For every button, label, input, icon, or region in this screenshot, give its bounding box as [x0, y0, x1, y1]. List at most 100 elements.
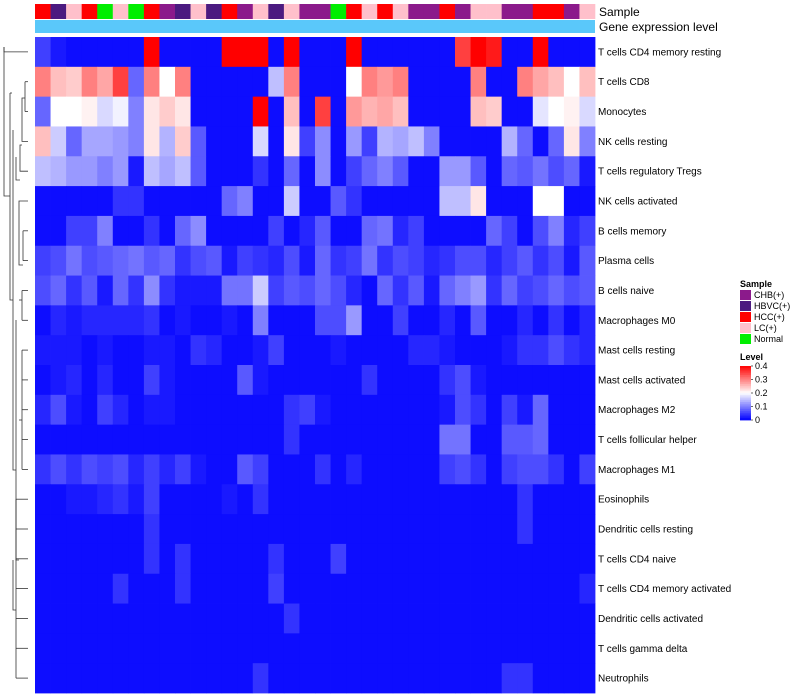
heatmap-cell	[190, 186, 207, 217]
heatmap-cell	[143, 96, 160, 127]
heatmap-cell	[143, 454, 160, 485]
heatmap-cell	[579, 454, 596, 485]
level-legend-gradient-step	[740, 416, 751, 419]
heatmap-cell	[175, 424, 191, 455]
heatmap-cell	[175, 305, 191, 336]
heatmap-cell	[423, 603, 440, 634]
heatmap-cell	[66, 186, 83, 217]
heatmap-cell	[66, 66, 83, 98]
heatmap-cell	[206, 394, 223, 426]
heatmap-cell	[315, 96, 331, 127]
heatmap-cell	[377, 215, 394, 247]
heatmap-cell	[50, 514, 67, 545]
heatmap-cell	[112, 424, 129, 455]
heatmap-cell	[517, 394, 534, 426]
heatmap-cell	[532, 335, 549, 366]
heatmap-cell	[532, 394, 549, 426]
heatmap-cell	[470, 633, 487, 664]
heatmap-cell	[97, 424, 114, 455]
heatmap-cell	[128, 156, 145, 187]
sample-annotation-cell	[268, 4, 285, 19]
heatmap-cell	[143, 305, 160, 336]
heatmap-cell	[175, 394, 191, 426]
heatmap-cell	[439, 305, 456, 336]
heatmap-cell	[408, 335, 425, 366]
heatmap-cell	[35, 603, 51, 634]
heatmap-cell	[143, 543, 160, 575]
heatmap-cell	[252, 484, 269, 515]
heatmap-cell	[470, 335, 487, 366]
heatmap-cell	[221, 424, 238, 455]
heatmap-cell	[283, 365, 300, 396]
heatmap-cell	[315, 454, 331, 485]
heatmap-cell	[408, 245, 425, 276]
heatmap-cell	[159, 66, 176, 98]
heatmap-cell	[330, 454, 347, 485]
level-legend-gradient-step	[740, 409, 751, 412]
sample-annotation-cell	[128, 4, 145, 19]
heatmap-cell	[517, 633, 534, 664]
level-legend-gradient-step	[740, 380, 751, 383]
heatmap-cell	[392, 156, 409, 187]
heatmap-cell	[563, 454, 580, 485]
heatmap-cell	[455, 335, 471, 366]
heatmap-cell	[35, 335, 51, 366]
heatmap-cell	[112, 186, 129, 217]
heatmap-cell	[532, 514, 549, 545]
heatmap-cell	[579, 365, 596, 396]
heatmap-cell	[81, 543, 98, 575]
sample-annotation-cell	[283, 4, 300, 19]
heatmap-cell	[439, 543, 456, 575]
heatmap-cell	[330, 66, 347, 98]
heatmap-cell	[455, 663, 471, 694]
heatmap-cell	[237, 186, 254, 217]
heatmap-cell	[361, 543, 378, 575]
heatmap-cell	[159, 245, 176, 276]
heatmap-cell	[283, 573, 300, 604]
heatmap-cell	[66, 37, 83, 68]
heatmap-cell	[346, 96, 363, 127]
heatmap-cell	[143, 335, 160, 366]
heatmap-cell	[377, 305, 394, 336]
heatmap-cell	[361, 305, 378, 336]
heatmap-cell	[66, 454, 83, 485]
heatmap-cell	[423, 335, 440, 366]
row-dendrogram-branch	[18, 200, 28, 216]
heatmap-cell	[439, 96, 456, 127]
heatmap-cell	[377, 186, 394, 217]
heatmap-cell	[268, 663, 285, 694]
heatmap-cell	[81, 96, 98, 127]
heatmap-cell	[579, 245, 596, 276]
heatmap-cell	[563, 573, 580, 604]
level-legend-gradient-step	[740, 400, 751, 403]
heatmap-cell	[175, 215, 191, 247]
row-label: T cells follicular helper	[598, 435, 697, 446]
heatmap-cell	[470, 573, 487, 604]
heatmap-cell	[423, 514, 440, 545]
heatmap-cell	[408, 454, 425, 485]
heatmap-cell	[35, 633, 51, 664]
row-label: Monocytes	[598, 107, 646, 118]
heatmap-cell	[346, 573, 363, 604]
heatmap-cell	[315, 573, 331, 604]
heatmap-cell	[159, 156, 176, 187]
heatmap-cell	[35, 394, 51, 426]
level-legend-gradient-step	[740, 393, 751, 396]
heatmap-cell	[315, 394, 331, 426]
heatmap-cell	[237, 543, 254, 575]
sample-annotation-cell	[221, 4, 238, 19]
heatmap-cell	[315, 335, 331, 366]
heatmap-cell	[455, 603, 471, 634]
level-legend-tick-label: 0.1	[755, 402, 768, 412]
heatmap-cell	[35, 215, 51, 247]
heatmap-cell	[346, 37, 363, 68]
heatmap-cell	[268, 394, 285, 426]
heatmap-cell	[206, 365, 223, 396]
heatmap-cell	[563, 394, 580, 426]
heatmap-cell	[252, 305, 269, 336]
heatmap-cell	[361, 454, 378, 485]
heatmap-cell	[112, 275, 129, 306]
heatmap-cell	[548, 543, 565, 575]
heatmap-cell	[159, 603, 176, 634]
heatmap-cell	[579, 633, 596, 664]
